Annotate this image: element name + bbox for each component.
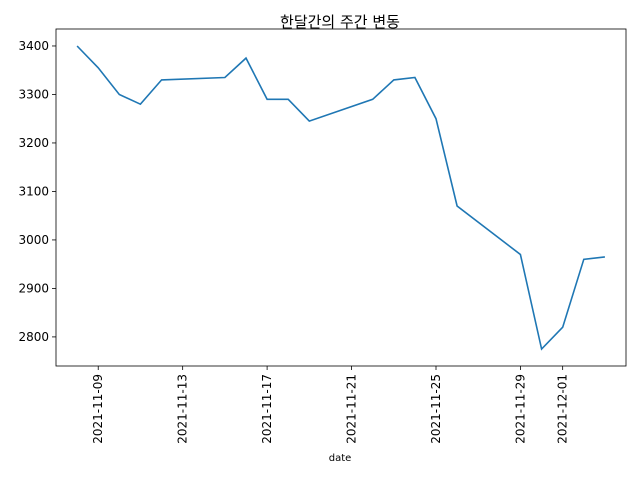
x-axis-label: date	[329, 453, 352, 464]
y-tick-label: 3400	[18, 39, 49, 53]
x-tick-label: 2021-11-21	[345, 374, 359, 444]
x-tick-label: 2021-12-01	[556, 374, 570, 444]
plot-area	[55, 28, 627, 367]
x-tick-label: 2021-11-25	[429, 374, 443, 444]
y-tick-label: 2900	[18, 281, 49, 295]
x-tick-label: 2021-11-13	[176, 374, 190, 444]
x-tick-label: 2021-11-09	[91, 374, 105, 444]
y-tick-label: 2800	[18, 330, 49, 344]
x-axis: 2021-11-09 2021-11-13 2021-11-17 2021-11-21…	[91, 366, 570, 444]
x-tick-label: 2021-11-29	[513, 374, 527, 444]
y-tick-label: 3000	[18, 233, 49, 247]
chart-title: 한달간의 주간 변동	[280, 13, 400, 31]
y-tick-label: 3200	[18, 136, 49, 150]
y-tick-label: 3300	[18, 87, 49, 101]
x-tick-label: 2021-11-17	[260, 374, 274, 444]
y-axis: 2800 2900 3000 3100 3200 3300 3400	[18, 39, 56, 344]
series-line	[76, 45, 605, 351]
y-tick-label: 3100	[18, 184, 49, 198]
